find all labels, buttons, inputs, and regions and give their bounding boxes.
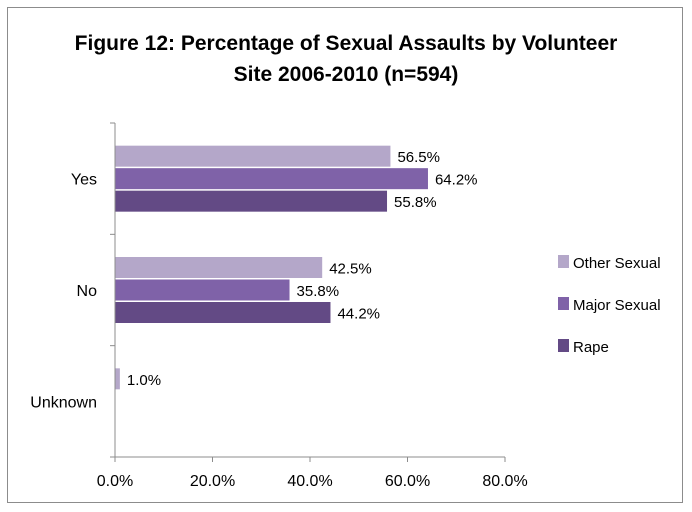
data-label-no-rape: 44.2% bbox=[337, 306, 380, 323]
bars-group bbox=[115, 145, 428, 390]
legend-label-major-sexual: Major Sexual bbox=[573, 297, 661, 314]
bar-yes-other-sexual bbox=[115, 145, 391, 167]
x-tick-label: 60.0% bbox=[385, 473, 430, 490]
bar-yes-major-sexual bbox=[115, 168, 428, 190]
axes-group: Yes No Unknown 0.0% 20.0% 40.0% 60.0% 80.0% bbox=[30, 122, 528, 490]
chart-title-line-2: Site 2006-2010 (n=594) bbox=[233, 63, 459, 86]
bar-yes-rape bbox=[115, 190, 388, 212]
bar-no-major-sexual bbox=[115, 279, 290, 301]
x-tick-label: 20.0% bbox=[190, 473, 235, 490]
legend-swatch-rape bbox=[558, 339, 569, 352]
category-label-yes: Yes bbox=[71, 172, 97, 189]
bar-no-rape bbox=[115, 302, 331, 323]
legend: Other Sexual Major Sexual Rape bbox=[558, 255, 661, 356]
data-label-yes-other-sexual: 56.5% bbox=[397, 149, 440, 166]
category-label-no: No bbox=[77, 283, 98, 300]
bar-no-other-sexual bbox=[115, 257, 323, 278]
legend-label-rape: Rape bbox=[573, 339, 609, 356]
legend-swatch-major-sexual bbox=[558, 297, 569, 310]
data-label-unknown-other-sexual: 1.0% bbox=[127, 372, 161, 389]
legend-label-other-sexual: Other Sexual bbox=[573, 255, 661, 272]
chart-title: Figure 12: Percentage of Sexual Assaults… bbox=[0, 28, 692, 90]
category-label-unknown: Unknown bbox=[30, 394, 97, 411]
x-tick-label: 0.0% bbox=[97, 473, 133, 490]
x-tick-label: 80.0% bbox=[482, 473, 527, 490]
data-label-no-other-sexual: 42.5% bbox=[329, 261, 372, 278]
bar-unknown-other-sexual bbox=[115, 368, 120, 390]
chart-frame bbox=[7, 7, 683, 503]
data-label-yes-rape: 55.8% bbox=[394, 194, 437, 211]
data-label-no-major-sexual: 35.8% bbox=[297, 283, 340, 300]
x-tick-label: 40.0% bbox=[287, 473, 332, 490]
chart-title-line-1: Figure 12: Percentage of Sexual Assaults… bbox=[74, 32, 618, 55]
data-label-yes-major-sexual: 64.2% bbox=[435, 172, 478, 189]
value-labels-group: 56.5% 64.2% 55.8% 42.5% 35.8% 44.2% 1.0% bbox=[127, 149, 478, 389]
legend-swatch-other-sexual bbox=[558, 255, 569, 268]
